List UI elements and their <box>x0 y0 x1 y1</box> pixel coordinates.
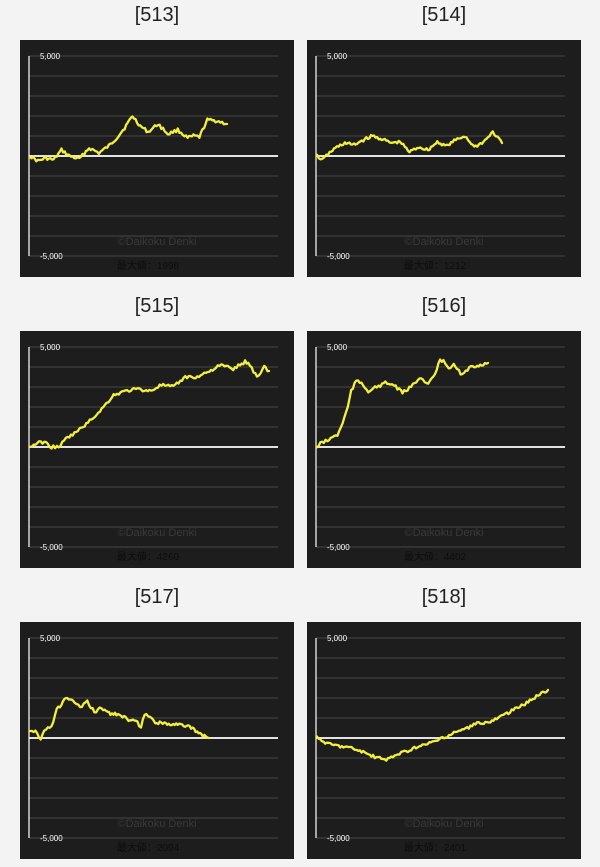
watermark: ©Daikoku Denki <box>404 818 483 830</box>
series-line <box>28 696 211 741</box>
watermark: ©Daikoku Denki <box>404 527 483 539</box>
max-value-label: 最大値：2401 <box>404 841 467 854</box>
chart-label: [513] <box>134 4 180 26</box>
max-value-label: 最大値：1998 <box>117 259 180 272</box>
tick-label-max: 5,000 <box>40 52 61 61</box>
series-line <box>315 358 490 449</box>
chart-svg: 5,000 -5,000 ©Daikoku Denki 最大値：4260 <box>28 343 278 563</box>
watermark: ©Daikoku Denki <box>117 818 196 830</box>
series-line <box>315 688 550 762</box>
tick-label-min: -5,000 <box>40 252 63 261</box>
chart-area: 5,000 -5,000 ©Daikoku Denki 最大値：4260 <box>20 331 294 568</box>
series-line <box>315 130 504 161</box>
watermark: ©Daikoku Denki <box>117 527 196 539</box>
chart-label: [514] <box>421 4 467 26</box>
max-value-label: 最大値：4260 <box>117 550 180 563</box>
tick-label-min: -5,000 <box>327 834 350 843</box>
chart-area: 5,000 -5,000 ©Daikoku Denki 最大値：2401 <box>307 622 581 859</box>
watermark: ©Daikoku Denki <box>404 236 483 248</box>
series-line <box>28 115 229 163</box>
chart-svg: 5,000 -5,000 ©Daikoku Denki 最大値：1212 <box>315 52 565 272</box>
tick-label-max: 5,000 <box>327 52 348 61</box>
chart-label: [518] <box>421 586 467 608</box>
chart-svg: 5,000 -5,000 ©Daikoku Denki 最大値：4402 <box>315 343 565 563</box>
max-value-label: 最大値：2094 <box>117 841 180 854</box>
chart-svg: 5,000 -5,000 ©Daikoku Denki 最大値：2094 <box>28 634 278 854</box>
chart-label: [515] <box>134 295 180 317</box>
tick-label-min: -5,000 <box>327 543 350 552</box>
max-value-label: 最大値：1212 <box>404 259 467 272</box>
series-line <box>28 359 271 450</box>
max-value-label: 最大値：4402 <box>404 550 467 563</box>
watermark: ©Daikoku Denki <box>117 236 196 248</box>
tick-label-max: 5,000 <box>327 634 348 643</box>
tick-label-min: -5,000 <box>40 834 63 843</box>
tick-label-max: 5,000 <box>40 343 61 352</box>
chart-area: 5,000 -5,000 ©Daikoku Denki 最大値：1998 <box>20 40 294 277</box>
chart-area: 5,000 -5,000 ©Daikoku Denki 最大値：2094 <box>20 622 294 859</box>
tick-label-max: 5,000 <box>327 343 348 352</box>
chart-area: 5,000 -5,000 ©Daikoku Denki 最大値：4402 <box>307 331 581 568</box>
tick-label-min: -5,000 <box>40 543 63 552</box>
tick-label-min: -5,000 <box>327 252 350 261</box>
chart-svg: 5,000 -5,000 ©Daikoku Denki 最大値：2401 <box>315 634 565 854</box>
chart-area: 5,000 -5,000 ©Daikoku Denki 最大値：1212 <box>307 40 581 277</box>
chart-label: [516] <box>421 295 467 317</box>
chart-label: [517] <box>134 586 180 608</box>
tick-label-max: 5,000 <box>40 634 61 643</box>
chart-svg: 5,000 -5,000 ©Daikoku Denki 最大値：1998 <box>28 52 278 272</box>
